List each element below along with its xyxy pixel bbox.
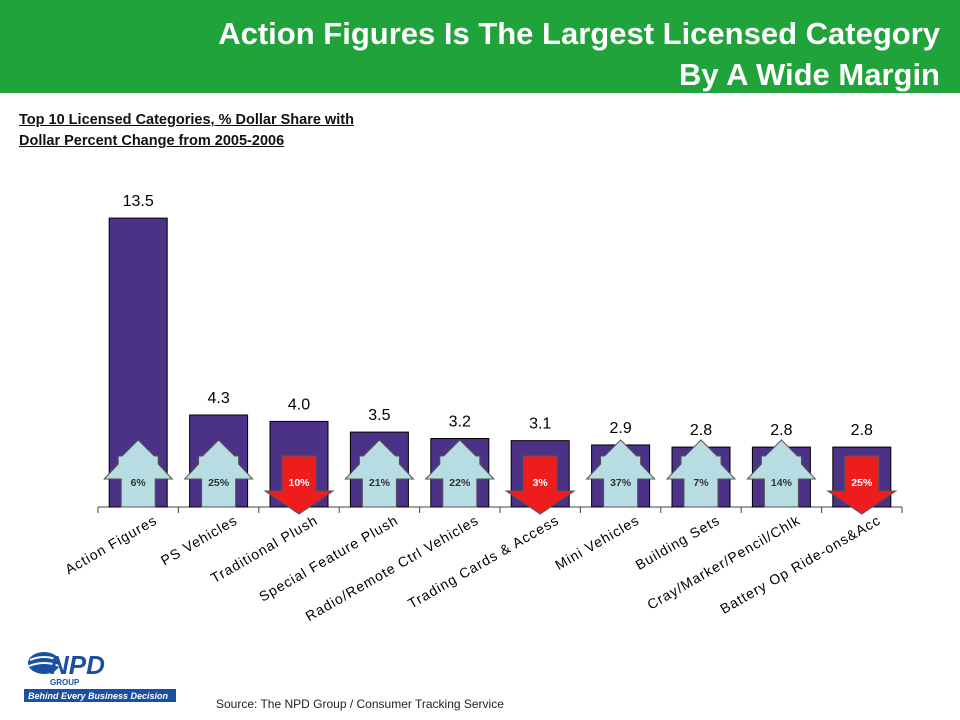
logo-tagline: Behind Every Business Decision — [28, 691, 169, 701]
chart-subtitle-line1: Top 10 Licensed Categories, % Dollar Sha… — [19, 112, 354, 128]
chart-subtitle-line2: Dollar Percent Change from 2005-2006 — [19, 133, 285, 149]
chart-subtitle: Top 10 Licensed Categories, % Dollar Sha… — [19, 110, 354, 152]
category-label: Special Feature Plush — [256, 512, 401, 605]
change-label: 37% — [610, 477, 632, 489]
change-label: 21% — [369, 477, 391, 489]
change-up-arrow-icon — [665, 439, 737, 508]
change-label: 25% — [851, 477, 873, 489]
page-title-line1: Action Figures Is The Largest Licensed C… — [218, 16, 940, 51]
change-up-arrow-icon — [585, 439, 656, 508]
change-label: 7% — [693, 477, 709, 489]
logo-tagline-bar — [24, 689, 176, 702]
category-label: Trading Cards & Access — [405, 512, 562, 612]
data-label: 13.5 — [123, 193, 154, 210]
data-label: 2.8 — [851, 422, 873, 439]
source-note: Source: The NPD Group / Consumer Trackin… — [216, 697, 504, 711]
category-label: Battery Op Ride-ons&Acc — [717, 512, 883, 617]
change-label: 22% — [449, 477, 471, 489]
change-label: 25% — [208, 477, 230, 489]
data-label: 3.5 — [368, 407, 390, 424]
page-title: Action Figures Is The Largest Licensed C… — [120, 13, 940, 95]
change-label: 3% — [533, 477, 549, 489]
category-label: Action Figures — [62, 512, 160, 578]
npd-logo: NPD GROUP Behind Every Business Decision — [24, 650, 176, 702]
data-label: 2.8 — [690, 422, 712, 439]
data-label: 2.9 — [609, 420, 631, 437]
change-up-arrow-icon — [183, 439, 254, 508]
change-up-arrow-icon — [103, 439, 174, 508]
change-up-arrow-icon — [746, 439, 817, 508]
logo-brand: NPD — [50, 650, 105, 680]
change-up-arrow-icon — [424, 439, 495, 508]
category-label: Cray/Marker/Pencil/Chlk — [644, 512, 803, 613]
change-label: 6% — [131, 477, 147, 489]
page-title-line2: By A Wide Margin — [679, 57, 940, 92]
change-down-arrow-icon — [826, 455, 898, 515]
change-label: 14% — [771, 477, 793, 489]
change-label: 10% — [288, 477, 310, 489]
data-label: 2.8 — [770, 422, 792, 439]
data-label: 3.1 — [529, 416, 551, 433]
data-label: 3.2 — [449, 414, 471, 431]
logo-sub: GROUP — [50, 678, 80, 687]
category-label: Mini Vehicles — [552, 512, 642, 573]
change-down-arrow-icon — [504, 455, 576, 515]
data-label: 4.3 — [207, 390, 229, 407]
change-up-arrow-icon — [344, 439, 415, 508]
data-label: 4.0 — [288, 396, 310, 413]
change-down-arrow-icon — [263, 455, 335, 515]
header-banner: Action Figures Is The Largest Licensed C… — [0, 0, 960, 93]
